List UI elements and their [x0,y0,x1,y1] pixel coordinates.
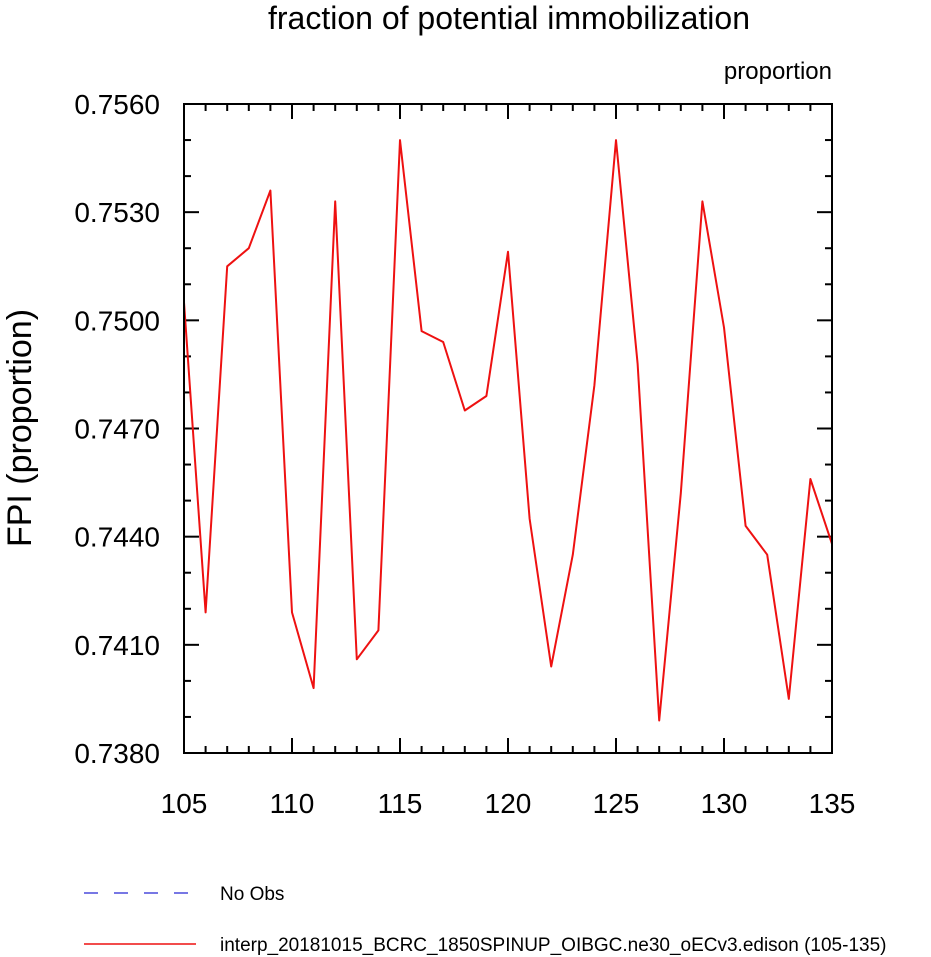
legend: No Obs interp_20181015_BCRC_1850SPINUP_OI… [84,884,886,956]
y-tick-label: 0.7530 [74,197,160,228]
y-tick-label: 0.7470 [74,414,160,445]
x-tick-label: 115 [378,788,423,819]
y-tick-label: 0.7440 [74,522,160,553]
y-axis-label: FPI (proportion) [1,309,39,547]
x-tick-label: 120 [485,788,532,819]
y-tick-label: 0.7410 [74,630,160,661]
x-tick-label: 105 [161,788,208,819]
y-axis-tick-labels: 0.7380 0.7410 0.7440 0.7470 0.7500 0.7530 0.75… [74,89,160,769]
x-axis-tick-labels: 105 110 115 120 125 130 135 [161,788,856,819]
x-tick-label: 130 [701,788,748,819]
x-tick-label: 135 [809,788,856,819]
x-tick-label: 110 [270,788,315,819]
chart-title: fraction of potential immobilization [268,0,750,36]
y-tick-label: 0.7560 [74,89,160,120]
y-tick-label: 0.7380 [74,738,160,769]
units-label: proportion [724,58,832,85]
legend-label: No Obs [220,884,284,905]
series-line-1 [183,139,833,722]
legend-label: interp_20181015_BCRC_1850SPINUP_OIBGC.ne… [220,935,886,956]
series-layer [183,139,833,722]
y-tick-label: 0.7500 [74,305,160,336]
plot-frame [183,103,833,754]
x-tick-label: 125 [593,788,640,819]
